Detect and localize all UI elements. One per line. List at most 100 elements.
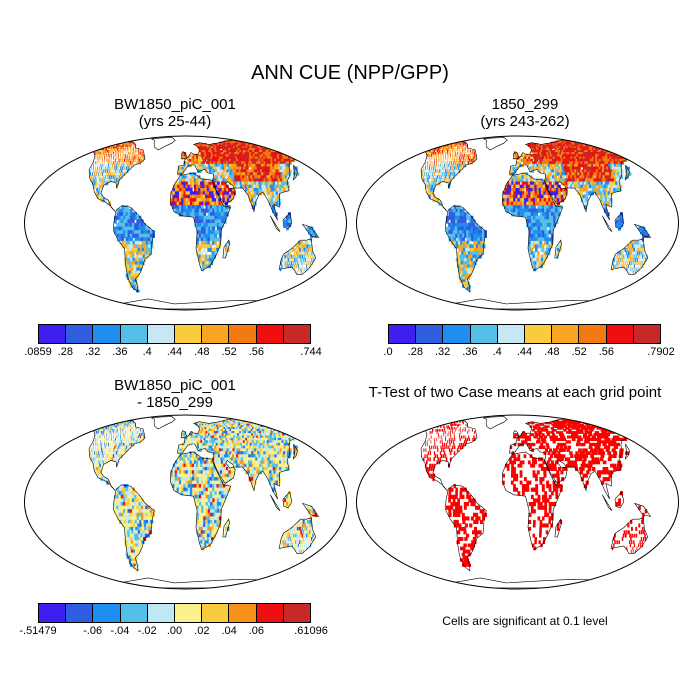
map-grid-cell [562,163,567,168]
map-grid-cell [564,158,568,162]
map-grid-cell [126,422,128,425]
map-grid-cell [242,161,247,165]
map-grid-cell [211,188,214,192]
map-grid-cell [196,161,200,165]
map-grid-cell [454,219,458,224]
map-grid-cell [462,237,466,242]
map-grid-cell [82,427,85,430]
map-grid-cell [464,240,468,245]
map-grid-cell [123,230,126,235]
map-grid-cell [269,146,275,149]
map-grid-cell [611,178,616,183]
map-grid-cell [535,198,538,203]
map-grid-cell [541,191,545,196]
map-grid-cell [238,163,242,168]
map-grid-cell [295,264,297,269]
map-grid-cell [563,181,567,186]
map-grid-cell [198,223,202,228]
map-grid-cell [301,254,304,259]
map-grid-cell [254,175,258,179]
map-grid-cell [513,208,516,213]
map-grid-cell [551,158,556,162]
map-grid-cell [506,191,510,196]
map-grid-cell [84,148,87,151]
map-grid-cell [101,422,104,425]
map-grid-cell [637,247,640,252]
map-grid-cell [599,184,604,189]
map-grid-cell [586,181,590,186]
map-grid-cell [429,172,432,176]
map-grid-cell [538,261,541,266]
map-grid-cell [453,205,456,210]
map-grid-cell [194,158,198,162]
map-grid-cell [128,261,132,266]
map-grid-cell [272,144,278,147]
map-grid-cell [224,166,228,170]
map-grid-cell [612,261,614,266]
map-grid-cell [519,178,523,183]
map-grid-cell [447,161,449,165]
map-grid-cell [185,194,189,199]
map-grid-cell [202,258,205,262]
map-grid-cell [640,264,642,269]
map-grid-cell [424,146,427,149]
map-grid-cell [585,172,589,176]
map-grid-cell [533,219,536,224]
map-grid-cell [204,261,207,266]
map-grid-cell [227,166,232,170]
map-grid-cell [136,258,140,262]
map-grid-cell [462,154,464,158]
map-grid-cell [207,144,211,147]
map-grid-cell [552,201,556,206]
map-grid-cell [200,146,204,149]
map-grid-cell [198,184,201,189]
map-grid-cell [99,422,102,425]
map-grid-cell [236,163,240,168]
map-grid-cell [197,166,200,170]
map-grid-cell [117,425,119,428]
map-grid-cell [461,143,463,146]
map-grid-cell [515,154,519,158]
map-grid-cell [127,212,131,217]
map-grid-cell [214,215,218,220]
map-grid-cell [206,184,210,189]
map-grid-cell [541,208,545,213]
map-grid-cell [556,254,559,259]
map-grid-cell [81,150,84,153]
map-grid-cell [271,144,277,147]
map-grid-cell [111,172,114,176]
map-grid-cell [455,148,457,151]
map-grid-cell [203,201,206,206]
map-grid-cell [256,175,260,179]
map-grid-cell [544,223,548,228]
map-grid-cell [92,143,95,146]
map-grid-cell [190,212,193,217]
map-grid-cell [448,152,450,155]
map-grid-cell [564,188,568,192]
map-grid-cell [465,148,466,151]
map-grid-cell [211,194,215,199]
map-grid-cell [461,219,465,224]
map-grid-cell [455,215,458,220]
map-grid-cell [198,205,202,210]
map-grid-cell [580,194,584,199]
map-grid-cell [285,215,289,220]
map-grid-cell [611,188,615,192]
map-grid-cell [148,240,151,245]
map-grid-cell [635,261,637,266]
map-grid-cell [640,244,643,249]
map-grid-cell [129,166,132,170]
map-grid-cell [296,258,298,262]
map-grid-cell [312,254,314,259]
map-grid-cell [459,264,463,269]
map-grid-cell [509,166,513,170]
map-grid-cell [591,188,596,192]
map-grid-cell [539,158,543,162]
map-grid-cell [603,146,609,149]
map-grid-cell [530,150,534,153]
map-grid-cell [200,425,204,428]
map-grid-cell [460,146,462,149]
map-grid-cell [138,219,142,224]
map-grid-cell [545,154,549,158]
map-grid-cell [533,144,537,147]
